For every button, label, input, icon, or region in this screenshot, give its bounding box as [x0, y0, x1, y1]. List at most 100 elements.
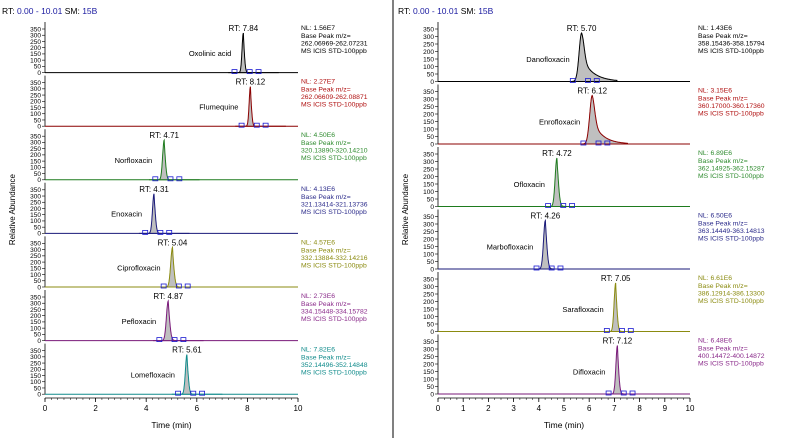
rt-label: RT: 7.05	[601, 274, 631, 283]
y-tick-label: 300	[423, 159, 434, 166]
base-peak-label: Base Peak m/z=	[698, 33, 748, 40]
rt-label: RT: 8.12	[236, 78, 266, 87]
peak-enrofloxacin	[577, 94, 628, 145]
base-peak-label: Base Peak m/z=	[698, 346, 748, 353]
y-tick-label: 350	[30, 294, 41, 301]
peak-enoxacin	[138, 193, 190, 234]
integration-marker	[190, 390, 197, 396]
y-tick-label: 300	[423, 284, 434, 291]
y-tick-label: 150	[423, 181, 434, 188]
y-tick-label: 200	[423, 49, 434, 56]
peak-flumequine	[235, 86, 286, 127]
y-tick-label: 0	[37, 177, 41, 184]
y-tick-label: 100	[30, 379, 41, 386]
y-tick-label: 150	[30, 105, 41, 112]
panel-header-right: RT: 0.00 - 10.01 SM: 15B	[398, 6, 494, 16]
y-tick-label: 250	[30, 360, 41, 367]
y-tick-label: 50	[34, 332, 42, 339]
header-rt-label: RT:	[2, 6, 17, 16]
y-tick-label: 50	[34, 385, 42, 392]
header-rt-range: 0.00 - 10.01	[17, 6, 63, 16]
y-tick-label: 100	[30, 111, 41, 118]
integration-marker	[152, 176, 159, 182]
integration-marker	[157, 229, 164, 235]
mz-range-label: 386.12914-386.13300	[698, 291, 765, 298]
integration-marker	[595, 140, 602, 146]
peak-danofloxacin	[566, 32, 618, 82]
y-tick-label: 250	[423, 166, 434, 173]
y-tick-label: 50	[427, 321, 435, 328]
y-tick-label: 250	[423, 104, 434, 111]
y-tick-label: 250	[30, 253, 41, 260]
rt-label: RT: 4.26	[531, 212, 561, 221]
mz-range-label: 320.13890-320.14210	[301, 148, 368, 155]
integration-marker	[605, 390, 612, 396]
y-tick-label: 150	[30, 51, 41, 58]
y-axis-title-left: Relative Abundance	[8, 173, 17, 245]
mz-range-label: 332.13884-332.14216	[301, 255, 368, 262]
peak-ciprofloxacin	[157, 245, 208, 288]
integration-marker	[545, 203, 552, 208]
method-label: MS ICIS STD-100ppb	[301, 155, 367, 162]
integration-marker	[548, 265, 555, 271]
y-tick-label: 200	[423, 361, 434, 368]
method-label: MS ICIS STD-100ppb	[301, 48, 367, 55]
y-tick-label: 300	[423, 346, 434, 353]
peak-ofloxacin	[541, 157, 593, 207]
y-tick-label: 200	[423, 299, 434, 306]
y-tick-label: 100	[30, 272, 41, 279]
y-tick-label: 200	[30, 367, 41, 374]
y-tick-label: 250	[30, 200, 41, 207]
mz-range-label: 262.06969-262.07231	[301, 41, 368, 48]
nl-label: NL: 6.89E6	[698, 150, 732, 157]
peak-norfloxacin	[149, 138, 200, 181]
method-label: MS ICIS STD-100ppb	[301, 316, 367, 323]
method-label: MS ICIS STD-100ppb	[698, 111, 764, 118]
y-tick-label: 350	[423, 26, 434, 33]
y-tick-label: 250	[423, 41, 434, 48]
integration-marker	[620, 390, 627, 396]
y-tick-label: 100	[30, 325, 41, 332]
header-sm-label: SM:	[62, 6, 82, 16]
integration-marker	[142, 229, 149, 235]
peak-pefloxacin	[153, 299, 204, 342]
mz-range-label: 358.15436-358.15794	[698, 41, 765, 48]
y-tick-label: 0	[37, 124, 41, 131]
y-tick-label: 0	[430, 141, 434, 148]
integration-marker	[593, 78, 600, 83]
y-tick-label: 350	[423, 151, 434, 158]
x-tick-label: 8	[245, 404, 250, 413]
nl-label: NL: 6.48E6	[698, 338, 732, 345]
y-tick-label: 300	[30, 33, 41, 40]
y-tick-label: 200	[423, 236, 434, 243]
rt-label: RT: 7.84	[229, 24, 259, 33]
y-tick-label: 250	[30, 146, 41, 153]
compound-name: Oxolinic acid	[189, 49, 232, 58]
mz-range-label: 363.14449-363.14813	[698, 228, 765, 235]
compound-name: Enoxacin	[111, 210, 142, 219]
y-tick-label: 250	[423, 354, 434, 361]
method-label: MS ICIS STD-100ppb	[301, 102, 367, 109]
y-tick-label: 50	[427, 259, 435, 266]
integration-marker	[627, 328, 634, 333]
x-tick-label: 8	[637, 404, 642, 413]
y-tick-label: 250	[30, 92, 41, 99]
integration-marker	[557, 265, 564, 271]
x-tick-label: 9	[663, 404, 668, 413]
rt-label: RT: 5.70	[567, 24, 597, 33]
y-tick-label: 0	[37, 231, 41, 238]
base-peak-label: Base Peak m/z=	[698, 96, 748, 103]
y-tick-label: 300	[30, 140, 41, 147]
base-peak-label: Base Peak m/z=	[301, 301, 351, 308]
y-tick-label: 350	[423, 214, 434, 221]
integration-marker	[156, 337, 163, 343]
x-axis-title-left: Time (min)	[151, 420, 191, 430]
y-tick-label: 50	[427, 71, 435, 78]
y-tick-label: 300	[423, 96, 434, 103]
nl-label: NL: 1.56E7	[301, 25, 335, 32]
y-tick-label: 300	[30, 247, 41, 254]
y-tick-label: 200	[423, 111, 434, 118]
base-peak-label: Base Peak m/z=	[301, 247, 351, 254]
y-tick-label: 0	[430, 329, 434, 336]
